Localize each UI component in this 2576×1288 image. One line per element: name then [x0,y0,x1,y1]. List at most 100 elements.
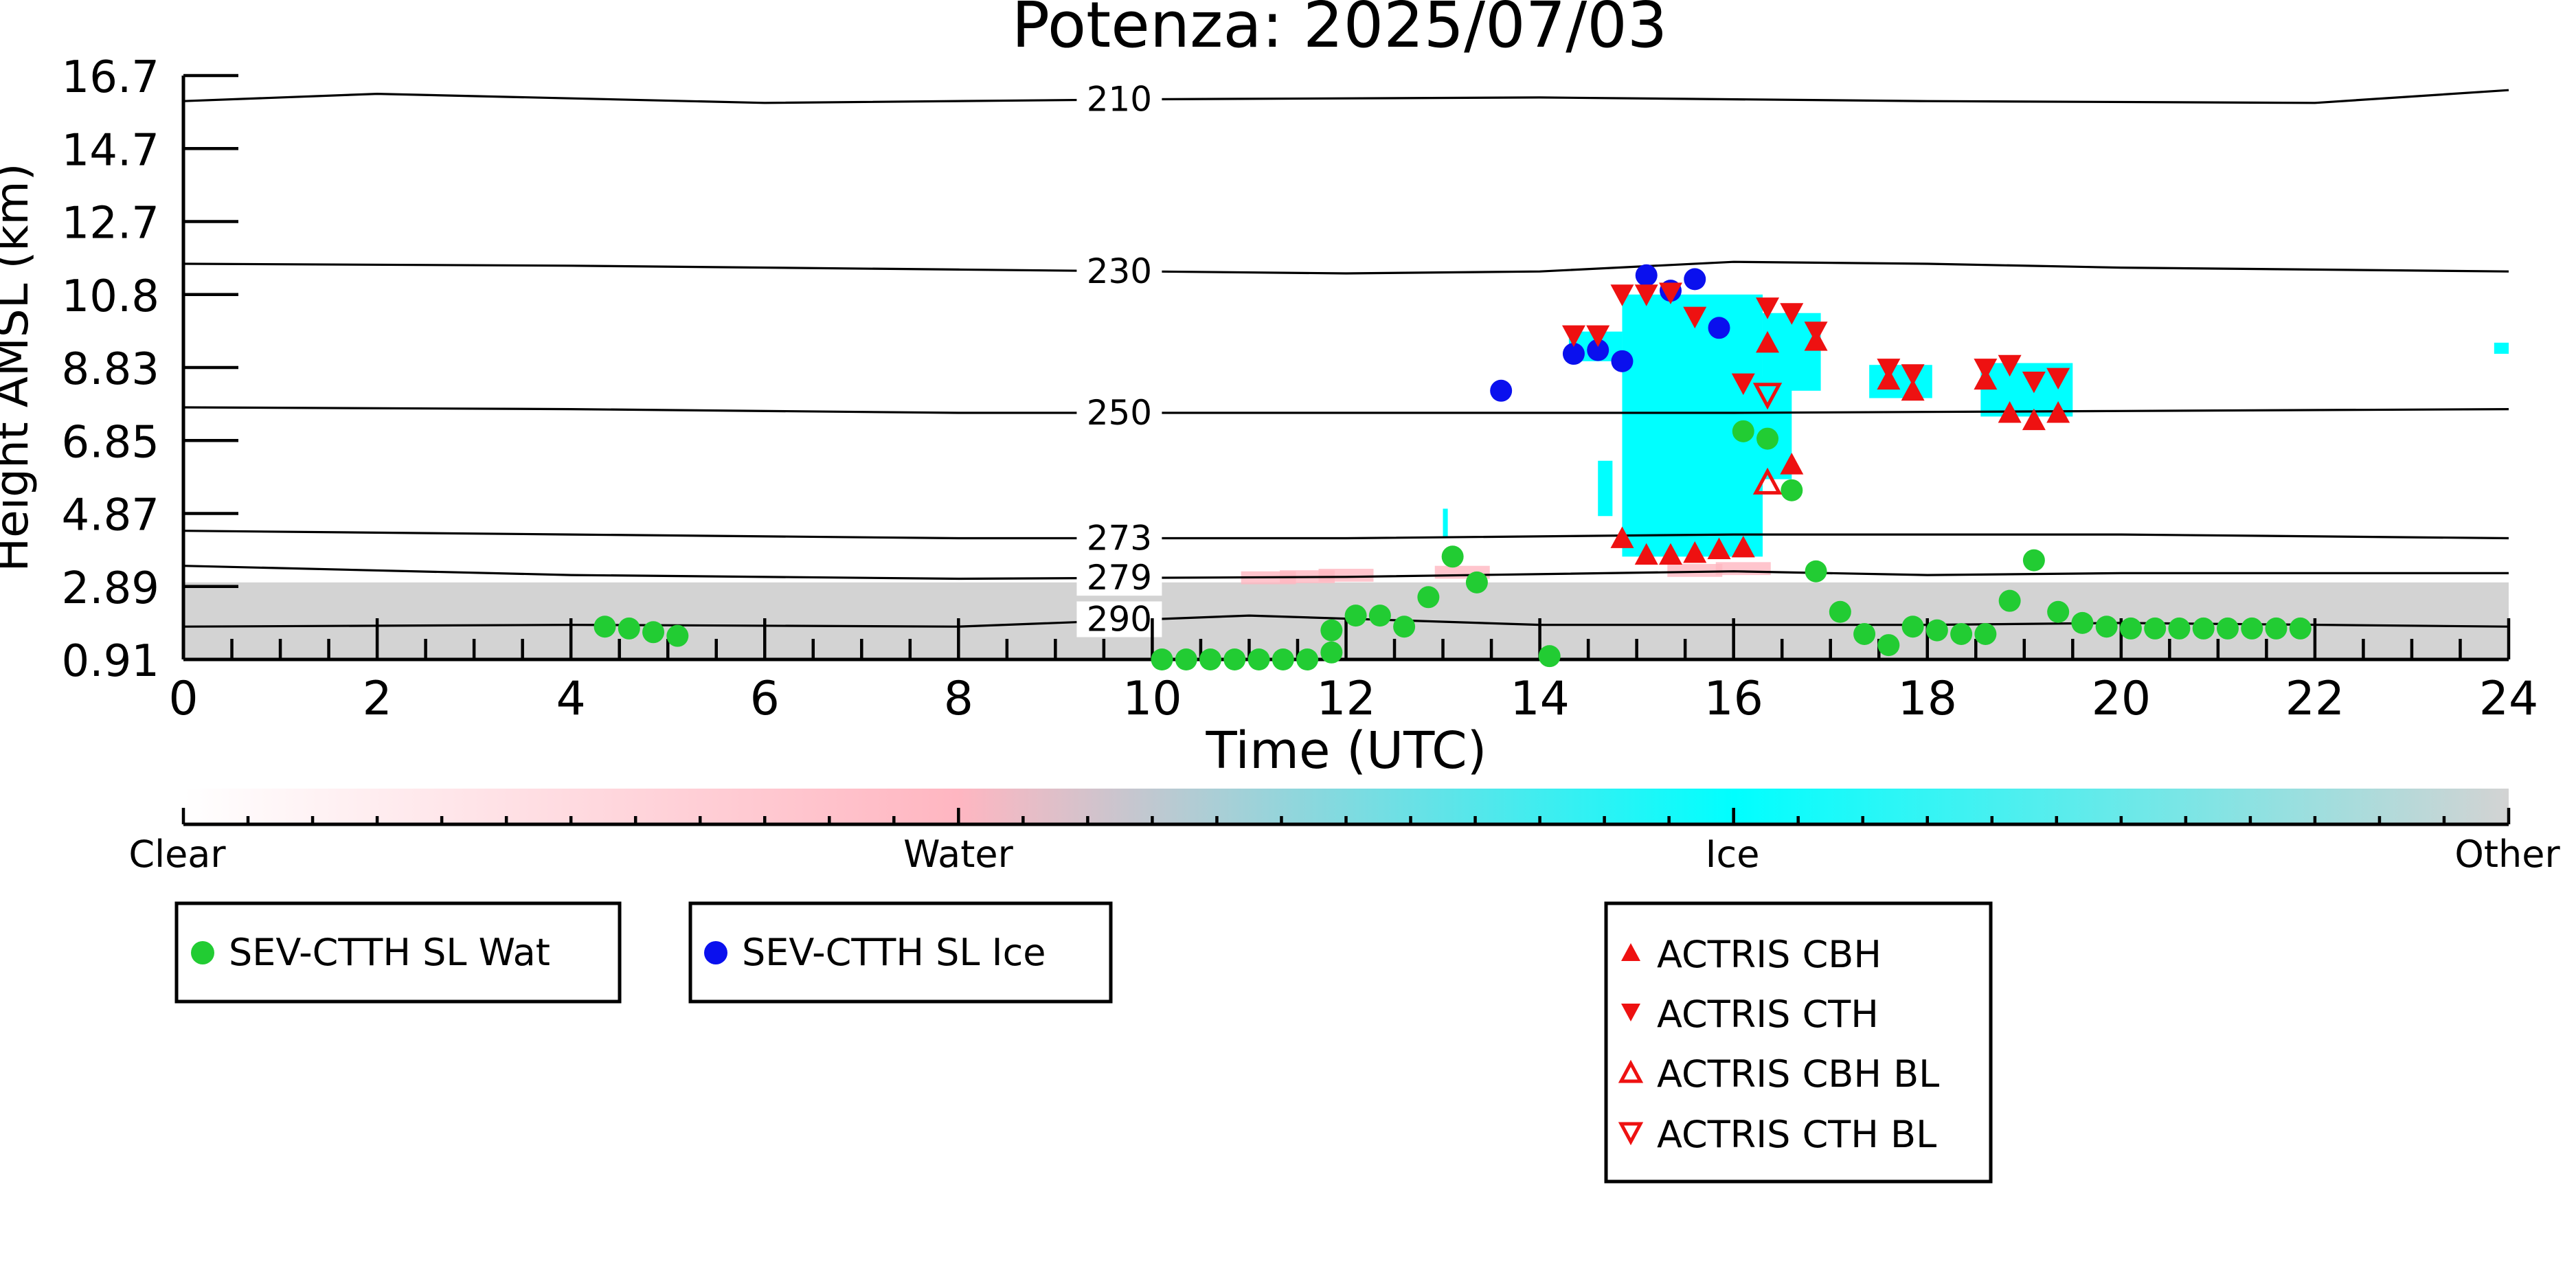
x-tick-label-18: 18 [1897,672,1957,726]
marker-3-6 [1731,373,1755,396]
x-tick-label-22: 22 [2285,672,2345,726]
x-tick-label-10: 10 [1122,672,1182,726]
legend-marker-cth-bl [1618,1122,1644,1146]
marker-0-29 [1950,622,1973,645]
x-tick-label-12: 12 [1316,672,1376,726]
marker-2-6 [1756,330,1780,353]
contour-label-279: 279 [1087,558,1152,598]
y-axis-label: Height AMSL (km) [0,163,38,572]
marker-0-33 [2047,600,2070,623]
colorbar-ticks [181,808,2511,824]
x-tick-label-14: 14 [1510,672,1570,726]
marker-0-27 [1901,615,1924,638]
marker-0-4 [1151,648,1173,670]
legend-marker-wat [191,941,214,964]
legend-label-cth-bl: ACTRIS CTH BL [1657,1113,1936,1156]
marker-0-18 [1465,571,1488,594]
marker-0-28 [1925,619,1948,642]
marker-2-5 [1731,535,1755,558]
marker-0-5 [1175,648,1197,670]
marker-0-26 [1877,634,1900,657]
ice-region-6 [2494,342,2509,354]
marker-3-3 [1634,284,1658,306]
marker-0-38 [2168,617,2191,640]
x-tick-label-16: 16 [1704,672,1763,726]
marker-0-1 [618,617,640,640]
legend-label-cth: ACTRIS CTH [1657,993,1879,1036]
marker-0-8 [1247,648,1270,670]
marker-3-12 [1974,359,1998,381]
marker-1-3 [1611,350,1634,372]
marker-0-42 [2265,617,2287,640]
ice-region-4 [1869,365,1932,398]
water-patch-2 [1318,568,1374,582]
series-actris-cbh-bl [1752,467,1783,495]
contour-label-250: 250 [1087,393,1152,433]
ice-region-8 [1598,460,1613,517]
marker-2-14 [2046,401,2070,423]
marker-0-25 [1853,622,1876,645]
legend-marker-cth [1621,1004,1640,1021]
legend-marker-cbh-bl [1618,1059,1644,1083]
colorbar-label-clear: Clear [128,833,226,876]
marker-1-2 [1587,339,1609,361]
water-patch-3 [1667,564,1723,577]
legend-sev-wat: SEV-CTTH SL Wat [174,901,622,1004]
contour-label-bg-273 [1076,520,1162,556]
contour-label-bg-279 [1076,560,1162,596]
marker-3-1 [1586,325,1610,348]
contour-label-210: 210 [1087,80,1152,120]
x-tick-label-6: 6 [750,672,780,726]
marker-0-14 [1368,605,1391,627]
marker-0-32 [2022,549,2045,572]
marker-0-39 [2192,617,2215,640]
marker-2-1 [1634,543,1658,565]
marker-1-0 [1490,379,1513,402]
marker-2-12 [1998,401,2022,423]
marker-0-7 [1223,648,1246,670]
y-tick-label-16.7: 16.7 [62,52,160,103]
contour-250 [183,406,2509,414]
marker-0-40 [2216,617,2239,640]
marker-1-7 [1708,317,1730,339]
legend-marker-cbh [1621,943,1640,961]
legend-actris: ACTRIS CBH ACTRIS CTH ACTRIS CBH BL ACTR… [1604,901,1993,1184]
marker-3-11 [1901,364,1925,386]
y-ticks: 0.91 2.89 4.87 6.85 8.83 10.8 12.7 14.7 16.7 [62,52,238,687]
marker-2-0 [1610,526,1634,548]
colorbar-label-ice: Ice [1706,833,1760,876]
x-tick-label-0: 0 [168,672,198,726]
contour-label-bg-230 [1076,253,1162,290]
x-tick-label-2: 2 [362,672,392,726]
legend-label-wat: SEV-CTTH SL Wat [229,931,550,974]
marker-0-43 [2289,617,2312,640]
colorbar-label-other: Other [2454,833,2560,876]
marker-2-4 [1707,537,1731,560]
marker-0-0 [594,615,616,638]
marker-3-0 [1561,325,1585,348]
colorbar-label-water: Water [903,833,1013,876]
marker-3-9 [1804,321,1828,343]
x-tick-label-24: 24 [2479,672,2539,726]
series-actris-cth [1561,282,2070,396]
marker-2-2 [1658,543,1682,565]
y-tick-label-2.89: 2.89 [62,563,160,614]
y-tick-label-10.8: 10.8 [62,271,160,322]
marker-0-10 [1296,648,1319,670]
marker-3-15 [2046,368,2070,390]
ice-region-7 [1443,508,1448,539]
y-tick-label-8.83: 8.83 [62,344,160,395]
x-tick-label-20: 20 [2092,672,2151,726]
legend-sev-ice: SEV-CTTH SL Ice [688,901,1113,1004]
marker-3-10 [1877,359,1901,381]
marker-5-0 [1752,383,1783,410]
contour-273 [183,530,2509,540]
marker-0-34 [2071,611,2094,634]
marker-2-13 [2022,408,2046,431]
marker-0-16 [1417,586,1440,609]
contour-label-bg-250 [1076,395,1162,431]
y-tick-label-0.91: 0.91 [62,636,160,687]
contour-label-273: 273 [1087,518,1152,558]
marker-3-14 [2022,371,2046,394]
